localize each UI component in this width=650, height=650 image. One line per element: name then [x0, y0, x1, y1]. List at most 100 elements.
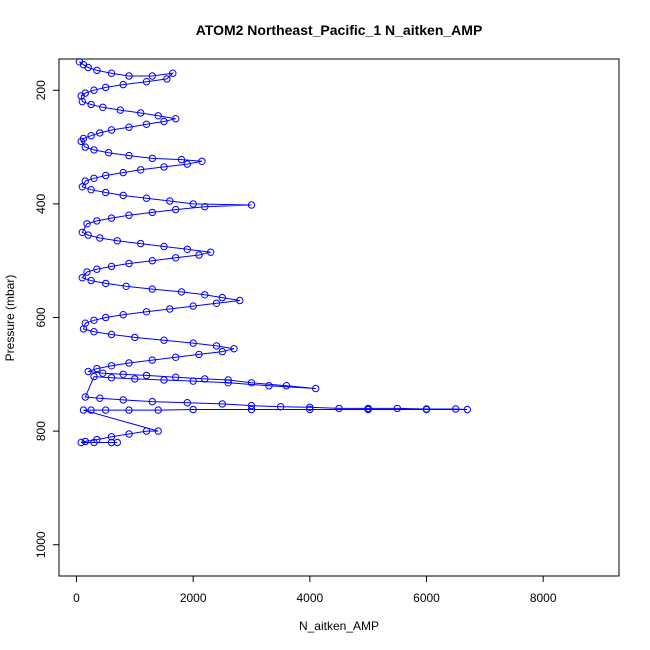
data-point	[166, 197, 174, 205]
data-point	[148, 397, 157, 406]
data-point	[96, 394, 104, 402]
data-point	[107, 262, 116, 271]
data-point	[160, 336, 168, 344]
data-point	[198, 157, 206, 166]
data-point	[142, 194, 151, 202]
data-point	[90, 438, 98, 447]
data-point	[142, 120, 151, 129]
x-tick-label: 6000	[413, 591, 440, 605]
data-point	[125, 123, 133, 131]
data-point	[119, 396, 127, 404]
data-point	[172, 373, 180, 381]
data-point	[90, 174, 98, 183]
data-point	[119, 80, 127, 89]
data-point	[102, 406, 110, 414]
data-point	[282, 382, 291, 390]
data-point	[104, 149, 113, 157]
data-point	[172, 353, 180, 361]
data-point	[312, 384, 320, 393]
data-point	[107, 362, 116, 370]
data-point	[107, 374, 116, 382]
data-point	[148, 257, 157, 265]
data-point	[189, 377, 197, 385]
data-point	[148, 285, 157, 293]
data-point	[79, 406, 88, 414]
data-point	[116, 106, 125, 114]
data-point	[122, 282, 130, 290]
data-point	[306, 403, 314, 411]
y-tick-label: 800	[34, 421, 48, 441]
data-point	[393, 404, 401, 413]
data-point	[119, 191, 127, 200]
data-point	[96, 129, 104, 137]
data-point	[218, 293, 227, 302]
data-point	[131, 333, 139, 342]
y-tick-label: 200	[34, 80, 48, 100]
data-point	[125, 72, 133, 80]
data-point	[107, 433, 116, 441]
data-point	[265, 382, 273, 390]
data-point	[169, 69, 177, 77]
data-point	[87, 186, 95, 194]
data-point	[81, 437, 90, 446]
data-point	[78, 228, 87, 237]
y-axis-label: Pressure (mbar)	[3, 275, 17, 362]
data-point	[247, 201, 256, 209]
data-point	[87, 276, 95, 285]
data-point	[83, 268, 91, 276]
data-point	[224, 379, 232, 387]
data-point	[137, 166, 145, 174]
data-point	[81, 177, 90, 185]
data-point	[142, 371, 151, 380]
data-point	[119, 168, 127, 177]
data-point	[93, 217, 101, 225]
data-point	[148, 356, 157, 364]
data-point	[125, 430, 133, 438]
x-tick-label: 8000	[530, 591, 557, 605]
data-point	[102, 171, 110, 180]
y-tick-label: 600	[34, 307, 48, 327]
data-point	[113, 237, 122, 245]
data-point	[142, 308, 151, 316]
data-point	[99, 103, 107, 112]
data-point	[102, 313, 110, 322]
data-point	[224, 376, 232, 384]
data-point	[125, 359, 133, 367]
data-point	[230, 345, 238, 353]
data-point	[160, 242, 168, 251]
data-point	[125, 211, 133, 219]
data-point	[218, 347, 227, 356]
data-point	[148, 154, 157, 163]
data-point	[90, 146, 98, 154]
x-tick-label: 2000	[180, 591, 207, 605]
data-point	[77, 438, 85, 447]
data-point	[148, 208, 157, 217]
data-point	[160, 163, 168, 171]
data-point	[201, 375, 209, 383]
data-point	[137, 109, 145, 117]
data-point	[189, 200, 197, 208]
data-point	[212, 299, 221, 307]
data-point	[183, 399, 192, 407]
data-point	[93, 364, 101, 373]
x-tick-label: 0	[73, 591, 80, 605]
data-point	[163, 75, 171, 83]
data-point	[78, 183, 87, 191]
data-point	[189, 405, 197, 414]
data-point	[113, 438, 122, 447]
data-point	[107, 330, 116, 339]
x-tick-label: 4000	[296, 591, 323, 605]
data-point	[201, 291, 209, 299]
data-point	[148, 72, 157, 80]
data-point	[247, 401, 256, 410]
data-point	[247, 405, 256, 414]
data-point	[81, 143, 90, 151]
data-point	[102, 83, 110, 92]
data-layer	[75, 58, 471, 447]
data-point	[247, 379, 256, 387]
data-point	[177, 155, 186, 164]
data-point	[107, 214, 116, 222]
data-point	[102, 188, 110, 197]
data-point	[99, 369, 107, 377]
